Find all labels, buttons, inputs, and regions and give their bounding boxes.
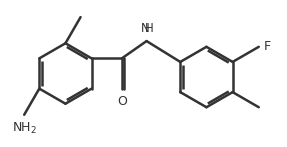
- Text: NH$_2$: NH$_2$: [12, 121, 37, 136]
- Text: O: O: [117, 95, 127, 108]
- Text: F: F: [264, 40, 271, 53]
- Text: N: N: [141, 21, 150, 35]
- Text: H: H: [145, 21, 154, 35]
